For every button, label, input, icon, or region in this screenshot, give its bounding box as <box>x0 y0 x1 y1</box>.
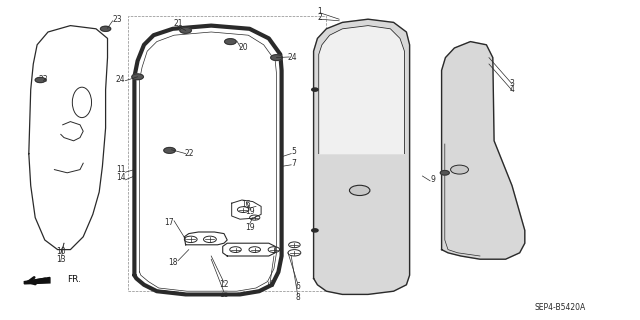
Text: 24: 24 <box>116 76 125 84</box>
Polygon shape <box>319 26 404 154</box>
Circle shape <box>132 74 143 80</box>
Circle shape <box>271 55 282 60</box>
Text: 17: 17 <box>164 218 174 227</box>
Text: 10: 10 <box>56 247 66 256</box>
Circle shape <box>180 28 191 33</box>
Text: 9: 9 <box>430 175 435 184</box>
Text: 4: 4 <box>509 85 515 94</box>
Bar <box>128 16 326 291</box>
Text: 19: 19 <box>244 207 255 216</box>
Circle shape <box>225 39 236 44</box>
Text: 3: 3 <box>509 79 515 88</box>
Text: 7: 7 <box>291 159 296 168</box>
Text: 16: 16 <box>265 280 275 289</box>
Text: FR.: FR. <box>67 275 81 284</box>
Text: 5: 5 <box>291 148 296 156</box>
Text: 11: 11 <box>116 165 125 174</box>
Text: 6: 6 <box>295 282 300 291</box>
Text: 23: 23 <box>113 15 122 24</box>
Text: 8: 8 <box>295 293 300 302</box>
Text: 23: 23 <box>38 76 48 84</box>
Text: 14: 14 <box>116 173 125 182</box>
Circle shape <box>349 185 370 196</box>
Text: 18: 18 <box>168 258 178 267</box>
Circle shape <box>451 165 468 174</box>
Text: 12: 12 <box>220 280 228 289</box>
Text: 24: 24 <box>288 53 298 62</box>
Text: 13: 13 <box>56 255 66 264</box>
Text: 16: 16 <box>241 200 252 209</box>
Text: 15: 15 <box>219 290 229 299</box>
Circle shape <box>35 77 45 83</box>
Circle shape <box>312 229 318 232</box>
Text: SEP4-B5420A: SEP4-B5420A <box>534 303 586 312</box>
Polygon shape <box>314 19 410 294</box>
Text: 19: 19 <box>244 223 255 232</box>
Circle shape <box>312 88 318 91</box>
Circle shape <box>164 148 175 153</box>
Circle shape <box>100 26 111 31</box>
Text: 22: 22 <box>184 149 194 158</box>
Circle shape <box>440 171 449 175</box>
Text: 1: 1 <box>317 7 323 16</box>
Polygon shape <box>442 42 525 259</box>
Text: 20: 20 <box>239 44 248 52</box>
Text: 21: 21 <box>173 20 182 28</box>
Polygon shape <box>24 277 50 284</box>
Text: 2: 2 <box>317 13 323 22</box>
